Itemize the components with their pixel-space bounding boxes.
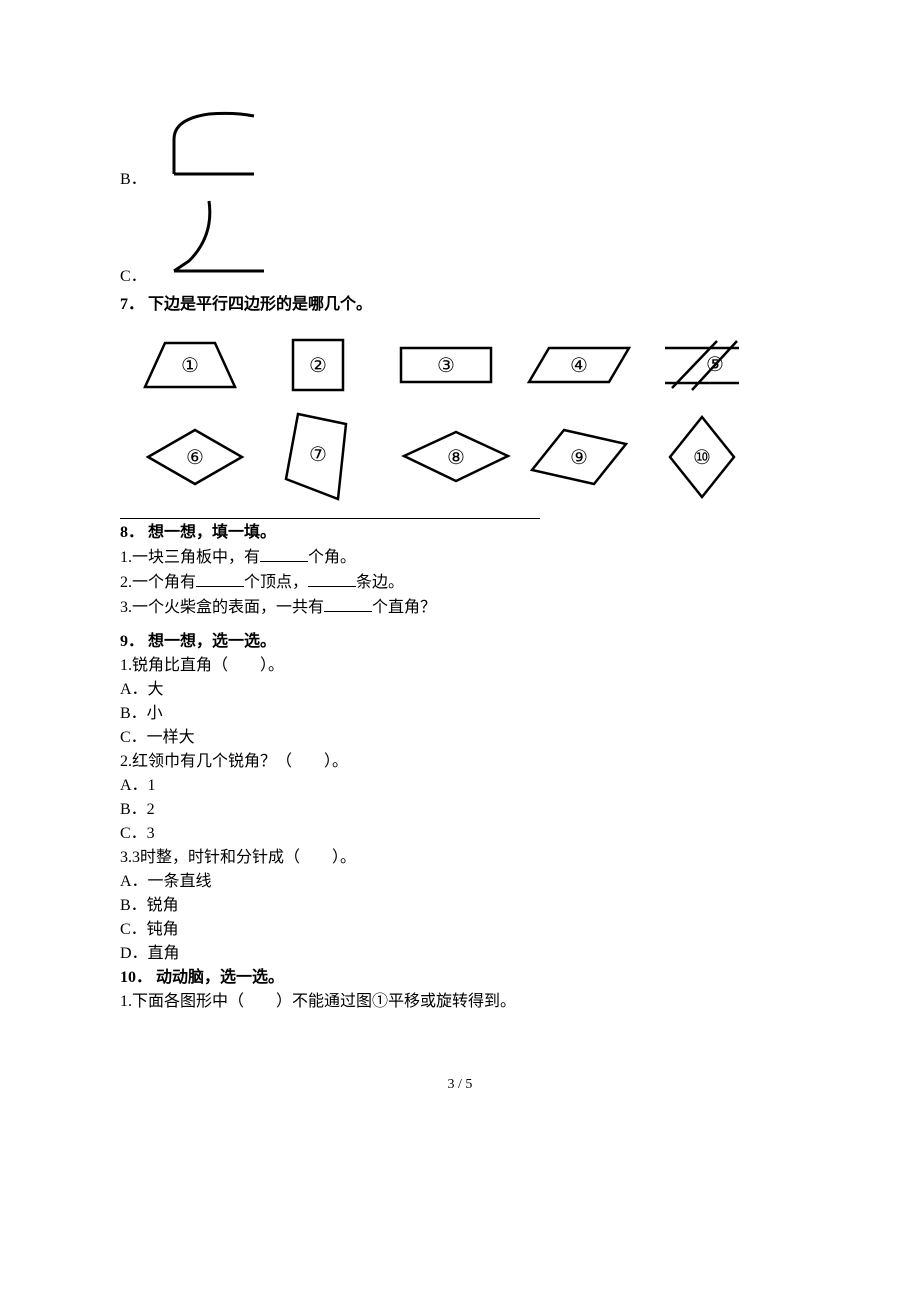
q7-num: 7． bbox=[120, 296, 144, 313]
q9-title: 想一想，选一选。 bbox=[148, 633, 276, 650]
q9-sub1-optC[interactable]: C．一样大 bbox=[120, 726, 800, 750]
q8-item-2: 2.一个角有 个顶点， 条边。 bbox=[120, 570, 800, 595]
shape-10: ⑩ bbox=[652, 412, 752, 502]
q8-2-blank2[interactable] bbox=[308, 570, 356, 587]
q8-3-post: 个直角？ bbox=[372, 599, 436, 616]
q8-2-blank1[interactable] bbox=[196, 570, 244, 587]
q8-3-blank[interactable] bbox=[324, 595, 372, 612]
q7-answer-line bbox=[120, 518, 540, 519]
shape-3-label: ③ bbox=[437, 355, 455, 377]
shape-7: ⑦ bbox=[268, 409, 368, 504]
q8-3-pre: 3.一个火柴盒的表面，一共有 bbox=[120, 599, 324, 616]
q9-sub3-stem: 3.3时整，时针和分针成（ ）。 bbox=[120, 846, 800, 870]
q8-2-pre: 2.一个角有 bbox=[120, 574, 196, 591]
q8-title: 想一想，填一填。 bbox=[148, 524, 276, 541]
shape-4: ④ bbox=[524, 340, 624, 390]
q8-2-post: 条边。 bbox=[356, 574, 404, 591]
shape-6-label: ⑥ bbox=[186, 447, 204, 469]
q8-1-post: 个角。 bbox=[308, 549, 356, 566]
q7-shapes-row2: ⑥ ⑦ ⑧ ⑨ ⑩ bbox=[140, 409, 800, 504]
q7-shapes-row1: ① ② ③ ④ bbox=[140, 335, 800, 395]
shape-10-label: ⑩ bbox=[693, 447, 711, 469]
q9-num: 9． bbox=[120, 633, 144, 650]
option-b-row: B． bbox=[120, 104, 800, 192]
q8-num: 8． bbox=[120, 524, 144, 541]
q9-sub3-optC[interactable]: C．钝角 bbox=[120, 918, 800, 942]
q8-2-mid: 个顶点， bbox=[244, 574, 308, 591]
q9-sub2-optA[interactable]: A．1 bbox=[120, 774, 800, 798]
q7: 7． 下边是平行四边形的是哪几个。 bbox=[120, 293, 800, 317]
q7-shapes: ① ② ③ ④ bbox=[140, 335, 800, 504]
q8-item-3: 3.一个火柴盒的表面，一共有 个直角？ bbox=[120, 595, 800, 620]
option-c-shape bbox=[154, 196, 274, 289]
q9-sub2-optB[interactable]: B．2 bbox=[120, 798, 800, 822]
shape-6: ⑥ bbox=[140, 422, 240, 492]
q8-1-pre: 1.一块三角板中，有 bbox=[120, 549, 260, 566]
q9-sub2-stem: 2.红领巾有几个锐角？（ ）。 bbox=[120, 750, 800, 774]
q8-item-1: 1.一块三角板中，有 个角。 bbox=[120, 545, 800, 570]
shape-3: ③ bbox=[396, 340, 496, 390]
q7-title: 下边是平行四边形的是哪几个。 bbox=[148, 296, 372, 313]
shape-5-label: ⑤ bbox=[706, 354, 724, 376]
q9-sub3-optB[interactable]: B．锐角 bbox=[120, 894, 800, 918]
q8-1-blank[interactable] bbox=[260, 545, 308, 562]
shape-8: ⑧ bbox=[396, 424, 496, 489]
option-b-shape bbox=[154, 104, 264, 192]
q10-sub1-stem: 1.下面各图形中（ ）不能通过图①平移或旋转得到。 bbox=[120, 990, 800, 1014]
option-b-label: B． bbox=[120, 168, 150, 192]
option-c-label: C． bbox=[120, 265, 150, 289]
shape-2-label: ② bbox=[309, 355, 327, 377]
q9-sub1-stem: 1.锐角比直角（ ）。 bbox=[120, 654, 800, 678]
q9-sub1-optB[interactable]: B．小 bbox=[120, 702, 800, 726]
shape-7-label: ⑦ bbox=[309, 444, 327, 466]
q10-title: 动动脑，选一选。 bbox=[156, 969, 284, 986]
option-c-row: C． bbox=[120, 196, 800, 289]
q9-sub2-optC[interactable]: C．3 bbox=[120, 822, 800, 846]
q9: 9． 想一想，选一选。 bbox=[120, 630, 800, 654]
shape-4-label: ④ bbox=[570, 355, 588, 377]
q9-sub1-optA[interactable]: A．大 bbox=[120, 678, 800, 702]
shape-9: ⑨ bbox=[524, 422, 624, 492]
q10: 10． 动动脑，选一选。 bbox=[120, 966, 800, 990]
shape-9-label: ⑨ bbox=[570, 447, 588, 469]
shape-1-label: ① bbox=[181, 355, 199, 377]
shape-1: ① bbox=[140, 335, 240, 395]
q8: 8． 想一想，填一填。 bbox=[120, 521, 800, 545]
shape-5: ⑤ bbox=[652, 338, 752, 393]
q9-sub3-optA[interactable]: A．一条直线 bbox=[120, 870, 800, 894]
shape-2: ② bbox=[268, 335, 368, 395]
q10-num: 10． bbox=[120, 969, 152, 986]
page-footer: 3 / 5 bbox=[120, 1074, 800, 1095]
q9-sub3-optD[interactable]: D．直角 bbox=[120, 942, 800, 966]
shape-8-label: ⑧ bbox=[447, 447, 465, 469]
